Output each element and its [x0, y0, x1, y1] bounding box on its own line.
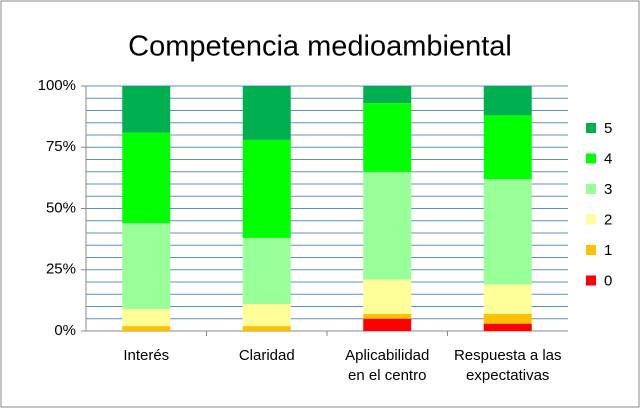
legend-label: 3 — [604, 181, 612, 198]
bar-segment — [242, 304, 291, 327]
legend-label: 2 — [604, 211, 612, 228]
y-tick-label: 100% — [38, 77, 76, 94]
bar-segment — [483, 313, 532, 324]
legend-swatch — [586, 245, 596, 255]
legend-label: 0 — [604, 272, 612, 289]
legend-label: 1 — [604, 242, 612, 259]
bar-segment — [363, 171, 412, 280]
x-tick-label: expectativas — [466, 367, 549, 384]
y-tick-label: 25% — [46, 261, 76, 278]
legend-swatch — [586, 184, 596, 194]
bar-segment — [122, 132, 171, 224]
bar-segment — [122, 326, 171, 331]
x-tick-label: Aplicabilidad — [345, 347, 429, 364]
bar-segment — [363, 86, 412, 104]
bar-segment — [122, 223, 171, 309]
bar-segment — [363, 313, 412, 319]
legend-swatch — [586, 214, 596, 225]
x-tick-label: Respuesta a las — [454, 347, 562, 364]
legend-swatch — [586, 275, 596, 286]
legend-swatch — [586, 153, 596, 164]
y-tick-label: 75% — [46, 138, 76, 155]
bar-segment — [483, 115, 532, 180]
bar-segment — [242, 139, 291, 238]
bar-segment — [363, 103, 412, 172]
legend-label: 5 — [604, 120, 612, 137]
bar-segment — [122, 308, 171, 327]
x-tick-label: Claridad — [239, 347, 295, 364]
bar-segment — [363, 318, 412, 331]
bar-segment — [242, 86, 291, 140]
bar-segment — [242, 237, 291, 305]
bar-segment — [122, 86, 171, 133]
x-tick-label: en el centro — [348, 367, 426, 384]
bar-segment — [483, 86, 532, 116]
x-tick-label: Interés — [123, 347, 169, 364]
y-tick-label: 50% — [46, 199, 76, 216]
bar-segment — [483, 323, 532, 331]
bar-segment — [483, 179, 532, 285]
bar-segment — [483, 284, 532, 314]
bar-segment — [363, 279, 412, 314]
bar-segment — [242, 326, 291, 331]
legend-label: 4 — [604, 150, 612, 167]
y-tick-label: 0% — [54, 322, 76, 339]
legend-swatch — [586, 123, 596, 133]
chart-title: Competencia medioambiental — [128, 31, 512, 63]
